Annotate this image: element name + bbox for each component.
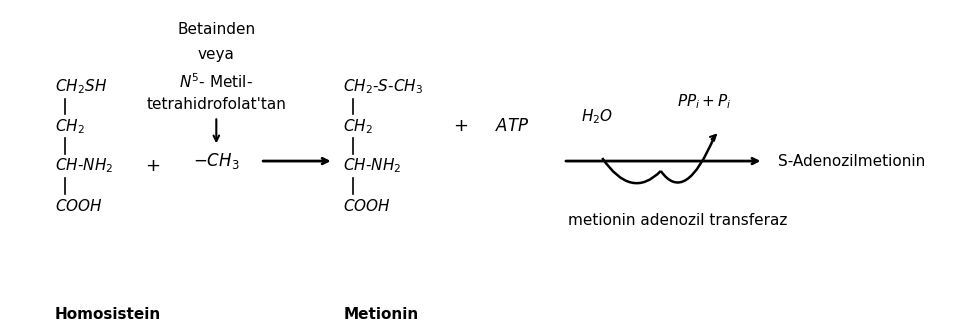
Text: $CH_2$: $CH_2$ — [344, 117, 373, 136]
Text: Metionin: Metionin — [344, 307, 419, 322]
Text: $PP_i + P_i$: $PP_i + P_i$ — [678, 92, 732, 111]
Text: $COOH$: $COOH$ — [55, 198, 103, 214]
Text: $COOH$: $COOH$ — [344, 198, 391, 214]
Text: Homosistein: Homosistein — [55, 307, 161, 322]
Text: $-CH_3$: $-CH_3$ — [193, 151, 240, 171]
Text: $+$: $+$ — [145, 157, 160, 175]
Text: $+$: $+$ — [453, 117, 468, 135]
Text: $CH\text{-}NH_2$: $CH\text{-}NH_2$ — [55, 157, 113, 175]
Text: $CH_2\text{-}S\text{-}CH_3$: $CH_2\text{-}S\text{-}CH_3$ — [344, 77, 423, 96]
Text: S-Adenozilmetionin: S-Adenozilmetionin — [778, 154, 925, 169]
Text: metionin adenozil transferaz: metionin adenozil transferaz — [568, 213, 787, 228]
Text: $H_2O$: $H_2O$ — [581, 107, 613, 126]
Text: $ATP$: $ATP$ — [494, 117, 529, 135]
Text: $CH_2SH$: $CH_2SH$ — [55, 77, 108, 96]
Text: veya: veya — [198, 47, 235, 62]
Text: tetrahidrofolat'tan: tetrahidrofolat'tan — [146, 96, 286, 112]
Text: $CH_2$: $CH_2$ — [55, 117, 84, 136]
Text: $CH\text{-}NH_2$: $CH\text{-}NH_2$ — [344, 157, 401, 175]
Text: Betainden: Betainden — [178, 22, 255, 37]
Text: $N^5$- Metil-: $N^5$- Metil- — [180, 72, 253, 90]
